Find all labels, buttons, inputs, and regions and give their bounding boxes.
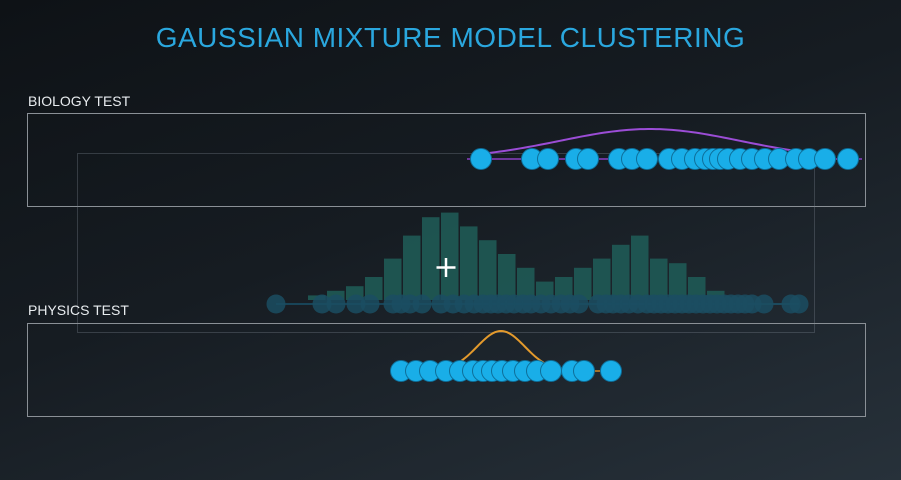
histogram-bar	[574, 267, 592, 300]
physics-point	[600, 360, 622, 382]
histogram-bar	[460, 226, 478, 300]
histogram-bar	[365, 277, 383, 300]
histogram-bar	[688, 277, 706, 300]
histogram-bar	[403, 235, 421, 300]
physics-test-panel	[27, 323, 866, 417]
histogram-bar	[517, 267, 535, 300]
physics-gaussian-curve	[444, 329, 560, 370]
combined-histogram	[308, 212, 725, 300]
crosshair-icon	[436, 258, 456, 277]
combined-points	[266, 294, 809, 314]
physics-test-label: PHYSICS TEST	[28, 302, 129, 318]
biology-point	[577, 148, 599, 170]
biology-points	[467, 128, 862, 170]
histogram-bar	[612, 244, 630, 300]
biology-gaussian-curve	[471, 128, 821, 156]
page-title: GAUSSIAN MIXTURE MODEL CLUSTERING	[155, 22, 746, 53]
combined-point	[266, 294, 286, 314]
biology-point	[537, 148, 559, 170]
biology-test-label: BIOLOGY TEST	[28, 93, 131, 109]
combined-point	[346, 294, 366, 314]
biology-point	[470, 148, 492, 170]
histogram-bar	[555, 277, 573, 300]
histogram-bar	[441, 212, 459, 300]
combined-point	[412, 294, 432, 314]
combined-point	[569, 294, 589, 314]
biology-point	[837, 148, 859, 170]
histogram-bar	[384, 258, 402, 300]
physics-point	[540, 360, 562, 382]
combined-point	[754, 294, 774, 314]
histogram-bar	[669, 263, 687, 300]
combined-distribution-frame	[77, 153, 815, 333]
biology-test-panel	[27, 113, 866, 207]
histogram-bar	[631, 235, 649, 300]
histogram-bar	[650, 258, 668, 300]
biology-point	[636, 148, 658, 170]
physics-points	[390, 329, 622, 382]
histogram-bar	[422, 217, 440, 300]
biology-point	[814, 148, 836, 170]
histogram-bar	[593, 258, 611, 300]
histogram-bar	[479, 240, 497, 300]
physics-point	[573, 360, 595, 382]
combined-point	[360, 294, 380, 314]
combined-point	[789, 294, 809, 314]
combined-point	[312, 294, 332, 314]
histogram-bar	[498, 254, 516, 300]
combined-point	[326, 294, 346, 314]
